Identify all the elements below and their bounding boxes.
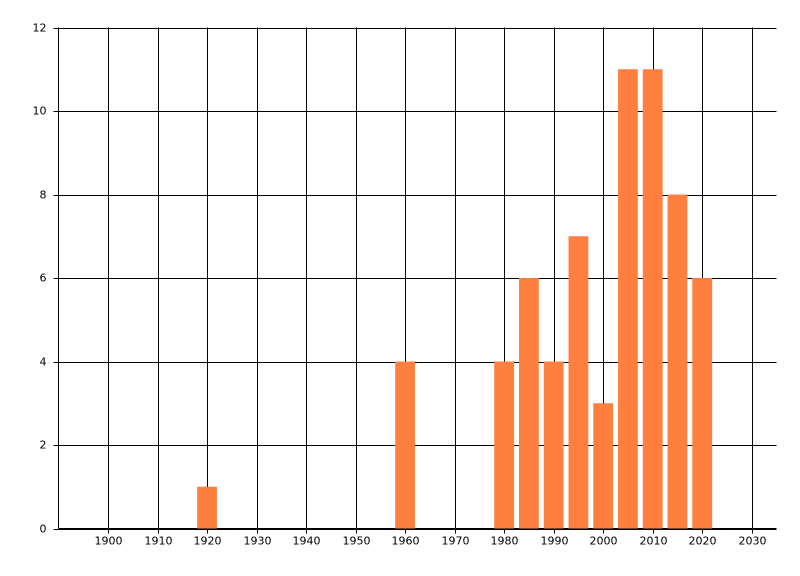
bar <box>395 361 416 529</box>
x-tick-label: 1900 <box>95 535 123 548</box>
y-tick-label: 12 <box>33 22 47 35</box>
bar <box>494 361 515 529</box>
bar <box>543 361 564 529</box>
x-tick-label: 2010 <box>640 535 668 548</box>
y-tick-label: 8 <box>40 189 47 202</box>
x-tick-label: 2030 <box>739 535 767 548</box>
x-tick-label: 1950 <box>343 535 371 548</box>
bar <box>593 403 614 529</box>
x-tick-label: 2020 <box>689 535 717 548</box>
y-tick-label: 0 <box>40 523 47 536</box>
y-tick-label: 2 <box>40 439 47 452</box>
bar <box>692 278 713 529</box>
x-tick-label: 1960 <box>392 535 420 548</box>
bar <box>519 278 539 529</box>
y-tick-label: 4 <box>40 356 47 369</box>
x-tick-label: 1940 <box>293 535 321 548</box>
x-tick-label: 1910 <box>145 535 173 548</box>
x-tick-label: 1920 <box>194 535 222 548</box>
bar <box>618 69 638 529</box>
x-tick-label: 1970 <box>442 535 470 548</box>
y-tick-label: 10 <box>33 105 47 118</box>
x-tick-label: 2000 <box>590 535 618 548</box>
bar <box>197 486 217 529</box>
y-tick-label: 6 <box>40 272 47 285</box>
x-tick-label: 1930 <box>244 535 272 548</box>
x-tick-label: 1980 <box>491 535 519 548</box>
bar <box>642 69 663 529</box>
x-tick-label: 1990 <box>541 535 569 548</box>
bar <box>568 236 589 529</box>
bar <box>667 194 688 529</box>
